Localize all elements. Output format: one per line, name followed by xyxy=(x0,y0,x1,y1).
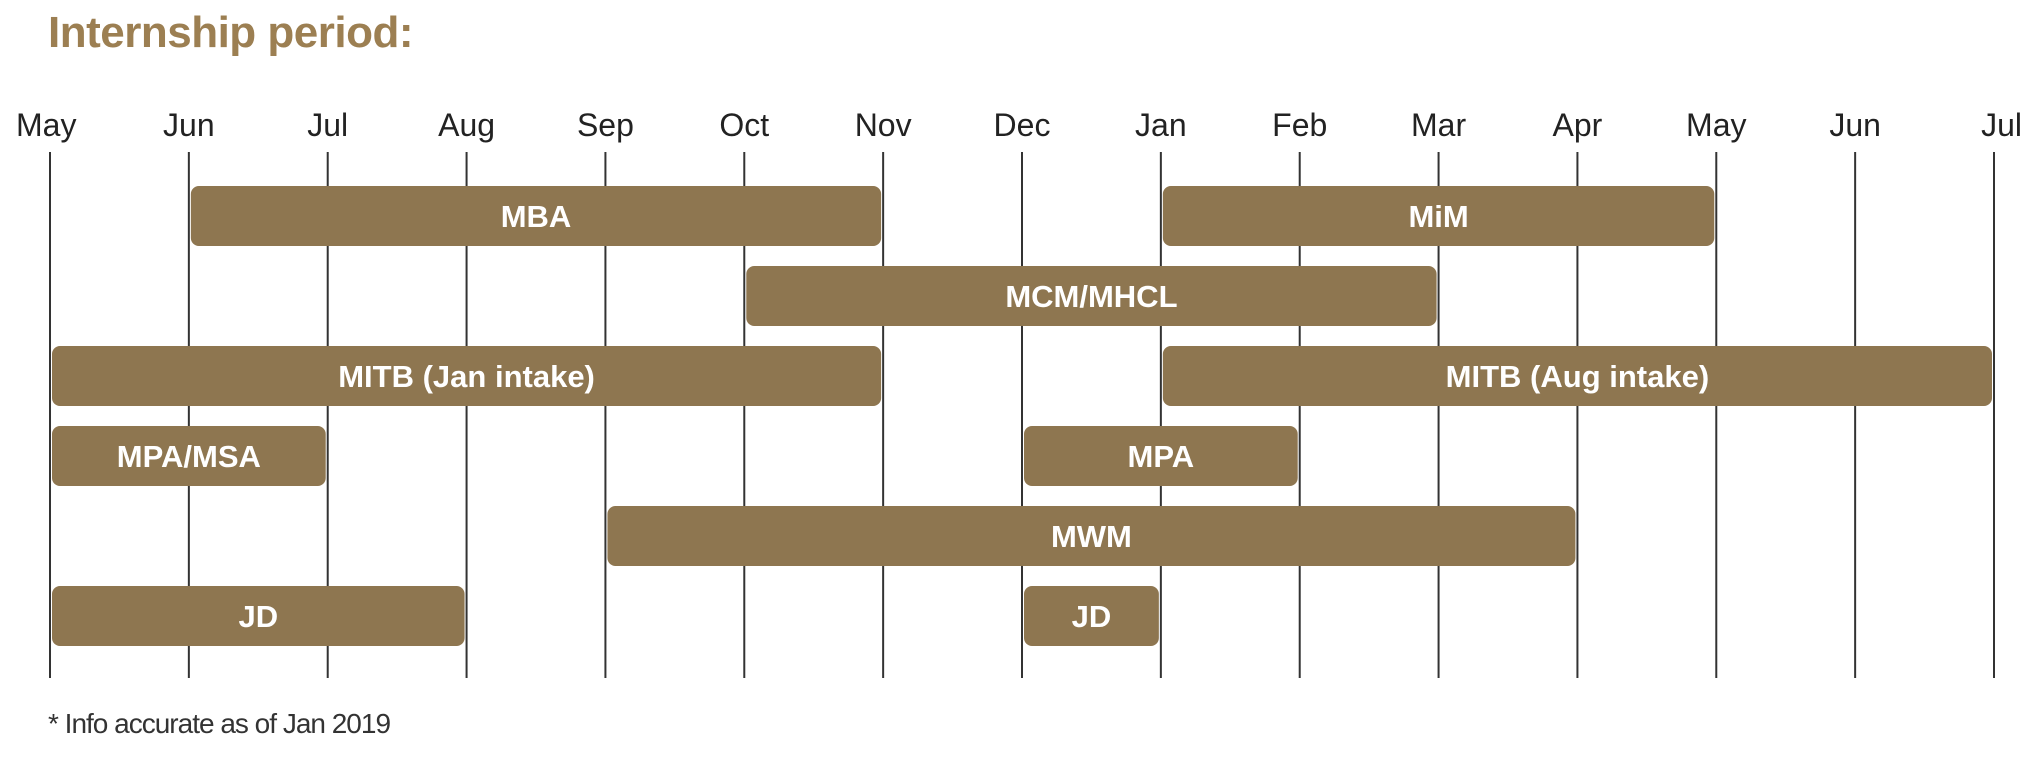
timeline-bar xyxy=(52,586,465,646)
timeline-bar xyxy=(607,506,1576,566)
timeline-bar xyxy=(190,186,882,246)
x-tick-label: Jun xyxy=(1829,107,1881,143)
x-tick-label: Jul xyxy=(1981,107,2022,143)
bar-label: JD xyxy=(238,599,278,634)
bar-label: MITB (Aug intake) xyxy=(1446,359,1710,394)
timeline-bar xyxy=(1162,186,1715,246)
bar-label: MCM/MHCL xyxy=(1005,279,1177,314)
x-tick-label: May xyxy=(16,107,76,143)
timeline-bar xyxy=(52,346,882,406)
x-tick-label: Jan xyxy=(1135,107,1187,143)
program-bars: MBA MiM MCM/MHCL MITB (Jan intake) MITB (Aug… xyxy=(52,186,1992,646)
x-tick-label: Mar xyxy=(1411,107,1466,143)
bar-label: MITB (Jan intake) xyxy=(338,359,595,394)
footnote: * Info accurate as of Jan 2019 xyxy=(48,708,391,739)
timeline-bar xyxy=(52,426,326,486)
x-tick-label: Nov xyxy=(855,107,912,143)
timeline-bar xyxy=(1024,426,1298,486)
x-tick-label: Jun xyxy=(163,107,215,143)
x-tick-label: May xyxy=(1686,107,1746,143)
x-tick-label: Sep xyxy=(577,107,634,143)
bar-label: MPA/MSA xyxy=(117,439,261,474)
bar-label: MWM xyxy=(1051,519,1132,554)
x-tick-label: Apr xyxy=(1553,107,1603,143)
bar-label: MPA xyxy=(1128,439,1195,474)
timeline-bar xyxy=(1024,586,1159,646)
bar-label: MBA xyxy=(501,199,572,234)
timeline-bar xyxy=(746,266,1437,326)
x-tick-label: Jul xyxy=(307,107,348,143)
x-tick-label: Feb xyxy=(1272,107,1327,143)
x-tick-label: Aug xyxy=(438,107,495,143)
chart-title: Internship period: xyxy=(48,8,414,57)
bar-label: MiM xyxy=(1408,199,1468,234)
month-tick-labels: May Jun Jul Aug Sep Oct Nov Dec Jan Feb Mar Apr May J… xyxy=(16,107,2022,143)
bar-label: JD xyxy=(1072,599,1112,634)
x-tick-label: Dec xyxy=(994,107,1051,143)
timeline-bar xyxy=(1162,346,1992,406)
x-tick-label: Oct xyxy=(719,107,769,143)
